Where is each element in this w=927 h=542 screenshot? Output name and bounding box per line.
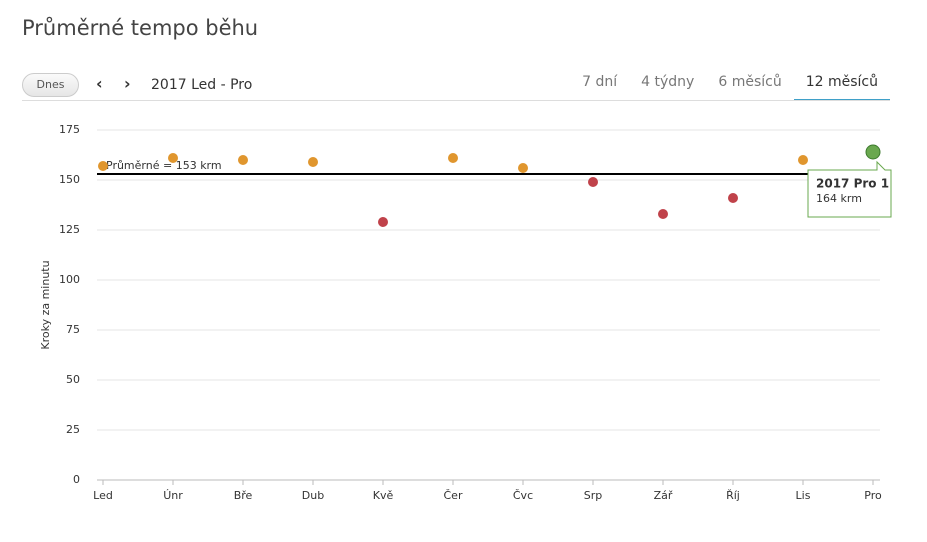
y-tick-label: 175 <box>59 123 80 136</box>
y-tick-label: 100 <box>59 273 80 286</box>
x-tick-label: Zář <box>654 489 673 502</box>
data-point <box>378 217 388 227</box>
tooltip-box <box>807 160 892 218</box>
today-button[interactable]: Dnes <box>22 73 79 97</box>
x-tick-label: Říj <box>726 489 740 502</box>
average-label: Průměrné = 153 krm <box>106 159 222 172</box>
data-point <box>798 155 808 165</box>
x-tick-label: Čer <box>444 489 463 502</box>
data-point <box>448 153 458 163</box>
page-title: Průměrné tempo běhu <box>22 16 259 40</box>
tooltip-title: 2017 Pro 1 <box>816 177 889 191</box>
prev-arrow[interactable]: ‹ <box>96 74 103 93</box>
y-tick-label: 0 <box>73 473 80 486</box>
x-tick-label: Kvě <box>373 489 394 502</box>
data-point <box>238 155 248 165</box>
y-tick-label: 150 <box>59 173 80 186</box>
y-tick-label: 125 <box>59 223 80 236</box>
x-tick-label: Dub <box>302 489 324 502</box>
tab[interactable]: 7 dní <box>582 74 618 90</box>
data-point <box>728 193 738 203</box>
range-label: 2017 Led - Pro <box>151 77 253 93</box>
header-rule <box>22 100 890 101</box>
y-tick-label: 50 <box>66 373 80 386</box>
x-tick-label: Led <box>93 489 113 502</box>
data-point <box>168 153 178 163</box>
data-point <box>518 163 528 173</box>
data-point <box>308 157 318 167</box>
data-point <box>98 161 108 171</box>
x-tick-label: Srp <box>584 489 603 502</box>
x-tick-label: Pro <box>864 489 882 502</box>
data-point <box>865 144 881 160</box>
y-tick-label: 25 <box>66 423 80 436</box>
x-tick-label: Bře <box>234 489 253 502</box>
y-axis-label: Kroky za minutu <box>39 260 52 349</box>
tab[interactable]: 4 týdny <box>641 74 695 90</box>
data-point <box>588 177 598 187</box>
data-point <box>658 209 668 219</box>
next-arrow[interactable]: › <box>124 74 131 93</box>
x-tick-label: Čvc <box>513 489 533 502</box>
tab[interactable]: 6 měsíců <box>718 74 782 90</box>
y-tick-label: 75 <box>66 323 80 336</box>
x-tick-label: Únr <box>163 489 183 502</box>
tooltip-text: 164 krm <box>816 192 862 205</box>
x-tick-label: Lis <box>796 489 811 502</box>
